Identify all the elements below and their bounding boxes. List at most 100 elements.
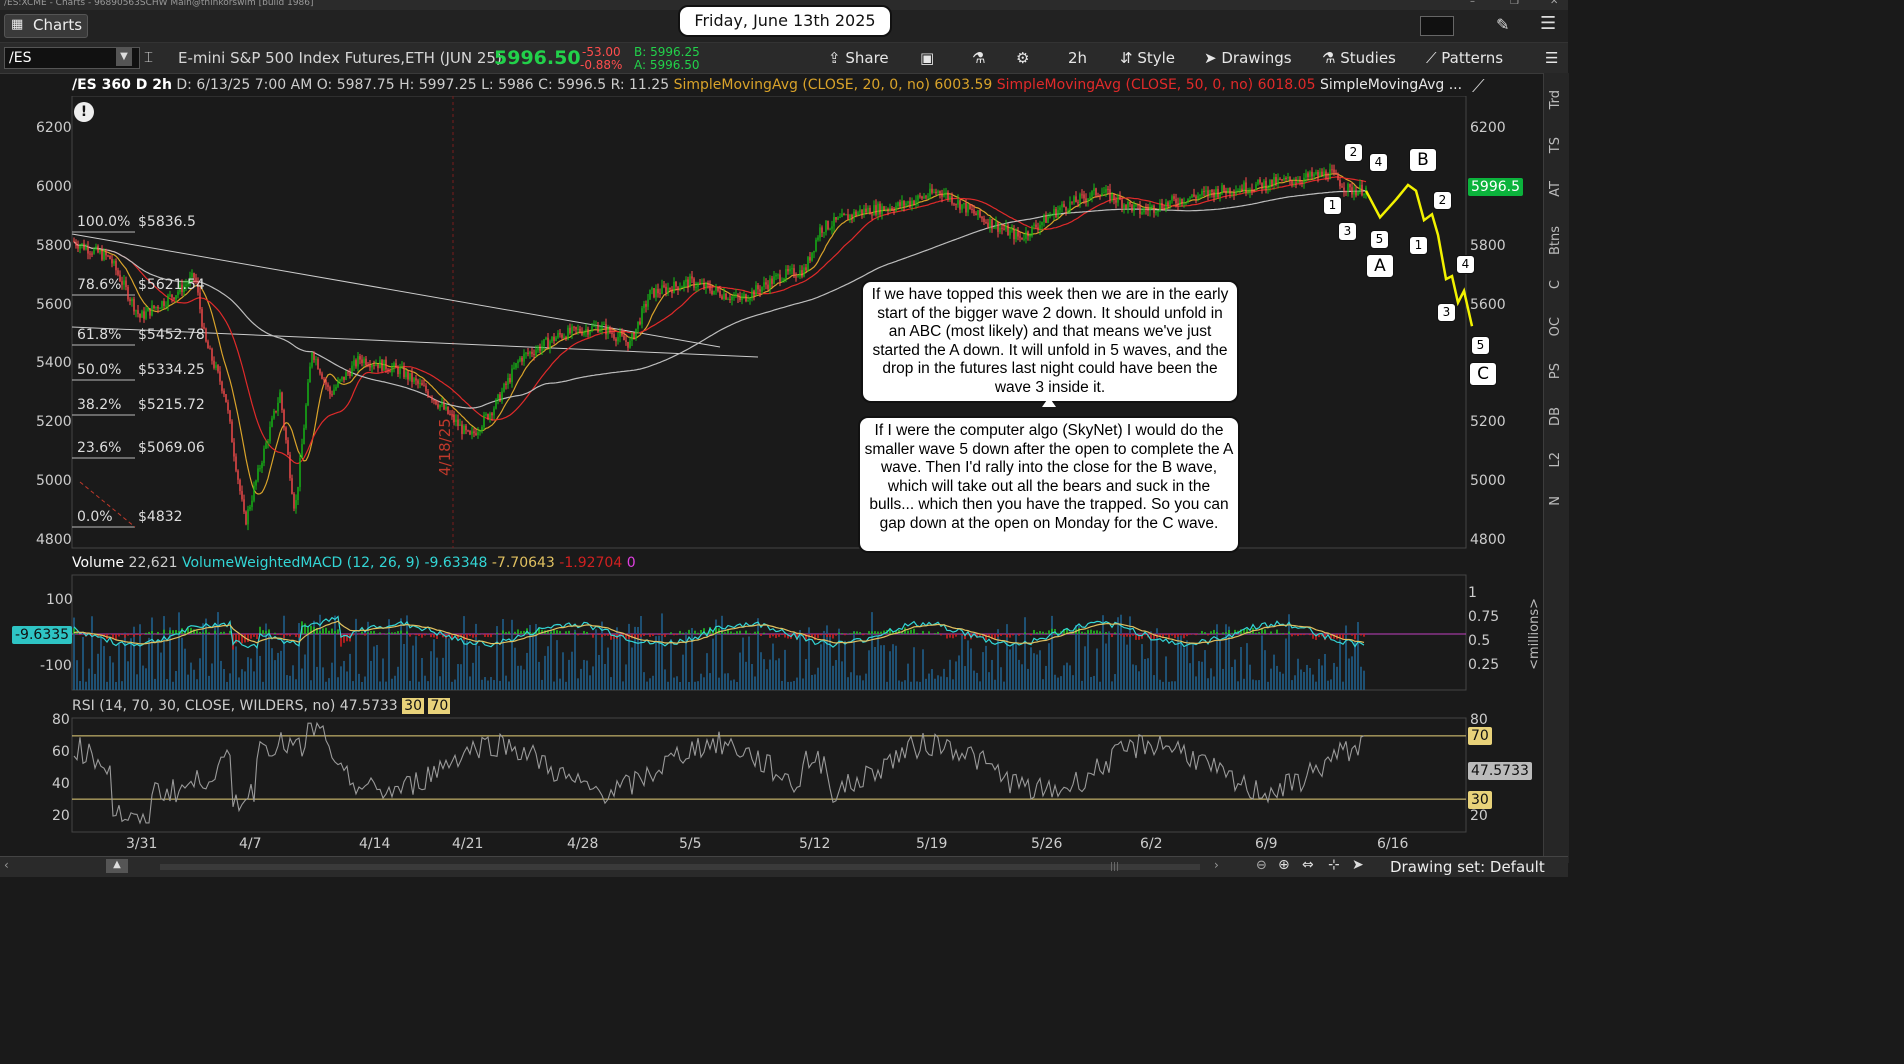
- sidebar-tab-n[interactable]: N: [1548, 496, 1563, 506]
- sidebar-tab-c[interactable]: C: [1548, 280, 1563, 290]
- macd-label[interactable]: VolumeWeightedMACD (12, 26, 9): [181, 555, 421, 571]
- candle-body: [377, 364, 379, 369]
- rsi-label[interactable]: RSI (14, 70, 30, CLOSE, WILDERS, no): [72, 698, 336, 714]
- scroll-left-icon[interactable]: ‹: [4, 858, 9, 872]
- sidebar-tab-at[interactable]: AT: [1548, 181, 1563, 197]
- candle-body: [971, 208, 973, 210]
- wave-label-c1[interactable]: 1: [1409, 236, 1428, 255]
- candle-body: [1013, 229, 1015, 240]
- crosshair-icon[interactable]: ⊹: [1328, 857, 1340, 873]
- wave-label-c3[interactable]: 3: [1437, 303, 1456, 322]
- wave-label-A[interactable]: A: [1366, 254, 1394, 278]
- candle-body: [851, 214, 853, 218]
- candle-body: [1259, 179, 1261, 183]
- candle-body: [1033, 224, 1035, 226]
- wave-label-C[interactable]: C: [1469, 362, 1497, 386]
- candle-body: [929, 188, 931, 197]
- charts-tab[interactable]: ▦ Charts: [4, 14, 88, 38]
- sidebar-tab-ps[interactable]: PS: [1548, 363, 1563, 380]
- pan-icon[interactable]: ⇔: [1302, 857, 1314, 873]
- drawings-button[interactable]: ➤ Drawings: [1204, 46, 1292, 70]
- color-swatch[interactable]: [1420, 16, 1454, 36]
- candle-body: [237, 470, 239, 480]
- share-button[interactable]: ⇪ Share: [828, 46, 889, 70]
- alert-icon[interactable]: !: [74, 102, 94, 122]
- wave-label-c4[interactable]: 4: [1456, 255, 1475, 274]
- symbol-input[interactable]: /ES: [4, 47, 140, 69]
- sma20-label[interactable]: SimpleMovingAvg (CLOSE, 20, 0, no): [673, 77, 930, 93]
- pin-icon[interactable]: ✎: [1496, 15, 1510, 34]
- wave-projection[interactable]: [1364, 183, 1474, 327]
- studies-icon: ⚗: [1322, 49, 1336, 67]
- candle-body: [527, 352, 529, 354]
- wave-label-B[interactable]: B: [1409, 148, 1437, 172]
- candle-body: [1347, 183, 1349, 192]
- volume-tick-right: 1: [1468, 585, 1477, 601]
- candle-body: [1267, 187, 1269, 190]
- analysis-callout-top[interactable]: If we have topped this week then we are …: [861, 280, 1239, 403]
- scroll-right-icon[interactable]: ›: [1214, 858, 1219, 872]
- wave-label-c5[interactable]: 5: [1471, 336, 1490, 355]
- candle-body: [737, 294, 739, 298]
- candle-body: [613, 334, 615, 339]
- price-chart[interactable]: [0, 96, 1543, 856]
- candle-body: [1107, 188, 1109, 190]
- pointer-icon[interactable]: ➤: [1352, 857, 1364, 873]
- restore-icon[interactable]: ❐: [1510, 0, 1519, 7]
- sidebar-tab-ts[interactable]: TS: [1548, 137, 1563, 154]
- zoom-out-icon[interactable]: ⊖: [1256, 858, 1267, 873]
- candle-body: [667, 287, 669, 294]
- gear-icon[interactable]: ⚙: [1016, 49, 1030, 67]
- drawing-tool-icon[interactable]: ⟋: [1472, 76, 1485, 97]
- analysis-callout-bottom[interactable]: If I were the computer algo (SkyNet) I w…: [858, 416, 1240, 553]
- symbol-dropdown-icon[interactable]: ▼: [116, 48, 132, 66]
- date-banner: Friday, June 13th 2025: [678, 5, 892, 37]
- wave-label-w5[interactable]: 5: [1370, 230, 1389, 249]
- candle-body: [471, 431, 473, 435]
- scrollbar-grip-icon[interactable]: |||: [1110, 862, 1120, 872]
- sma200-label[interactable]: SimpleMovingAvg ...: [1319, 77, 1463, 93]
- sma50-label[interactable]: SimpleMovingAvg (CLOSE, 50, 0, no): [996, 77, 1254, 93]
- candle-body: [581, 332, 583, 335]
- close-icon[interactable]: ✕: [1550, 0, 1559, 7]
- candle-body: [83, 243, 85, 250]
- sidebar-tab-oc[interactable]: OC: [1548, 317, 1563, 337]
- candle-body: [241, 491, 243, 500]
- candle-body: [463, 425, 465, 434]
- candle-body: [845, 214, 847, 216]
- candle-body: [155, 306, 157, 308]
- sidebar-tab-db[interactable]: DB: [1548, 407, 1563, 426]
- wave-label-c2[interactable]: 2: [1433, 191, 1452, 210]
- patterns-button[interactable]: ⟋ Patterns: [1426, 46, 1503, 70]
- volume-unit-label: <millions>: [1527, 598, 1542, 670]
- sidebar-tab-l2[interactable]: L2: [1548, 452, 1563, 468]
- news-icon[interactable]: ▣: [920, 49, 935, 67]
- collapse-icon[interactable]: ▲: [106, 859, 128, 873]
- menu-icon[interactable]: ☰: [1540, 13, 1557, 34]
- wave-label-w1[interactable]: 1: [1323, 196, 1342, 215]
- sidebar-tab-btns[interactable]: Btns: [1548, 226, 1563, 256]
- charts-tab-label: Charts: [33, 16, 83, 34]
- zoom-in-icon[interactable]: ⊕: [1278, 857, 1290, 873]
- horizontal-scrollbar[interactable]: [160, 864, 1200, 870]
- drawing-set-label[interactable]: Drawing set: Default: [1390, 858, 1545, 876]
- fibonacci-retracement[interactable]: [72, 231, 136, 528]
- link-icon[interactable]: ⌶: [144, 48, 154, 66]
- flask-icon[interactable]: ⚗: [972, 49, 986, 67]
- wave-label-w3[interactable]: 3: [1338, 222, 1357, 241]
- candle-body: [1243, 182, 1245, 192]
- fib-level-pct: 50.0%: [77, 362, 122, 378]
- minimize-icon[interactable]: –: [1470, 0, 1475, 7]
- candle-body: [1095, 188, 1097, 196]
- style-button[interactable]: ⇵ Style: [1120, 46, 1175, 70]
- more-menu-icon[interactable]: ☰: [1545, 49, 1559, 67]
- candle-body: [1039, 225, 1041, 230]
- studies-button[interactable]: ⚗ Studies: [1322, 46, 1396, 70]
- wave-label-w2[interactable]: 2: [1344, 143, 1363, 162]
- wave-label-w4[interactable]: 4: [1369, 153, 1388, 172]
- candle-body: [993, 227, 995, 229]
- candle-body: [551, 336, 553, 342]
- timeframe-button[interactable]: 2h: [1068, 49, 1088, 67]
- candle-body: [363, 358, 365, 364]
- sidebar-tab-trd[interactable]: Trd: [1548, 90, 1563, 110]
